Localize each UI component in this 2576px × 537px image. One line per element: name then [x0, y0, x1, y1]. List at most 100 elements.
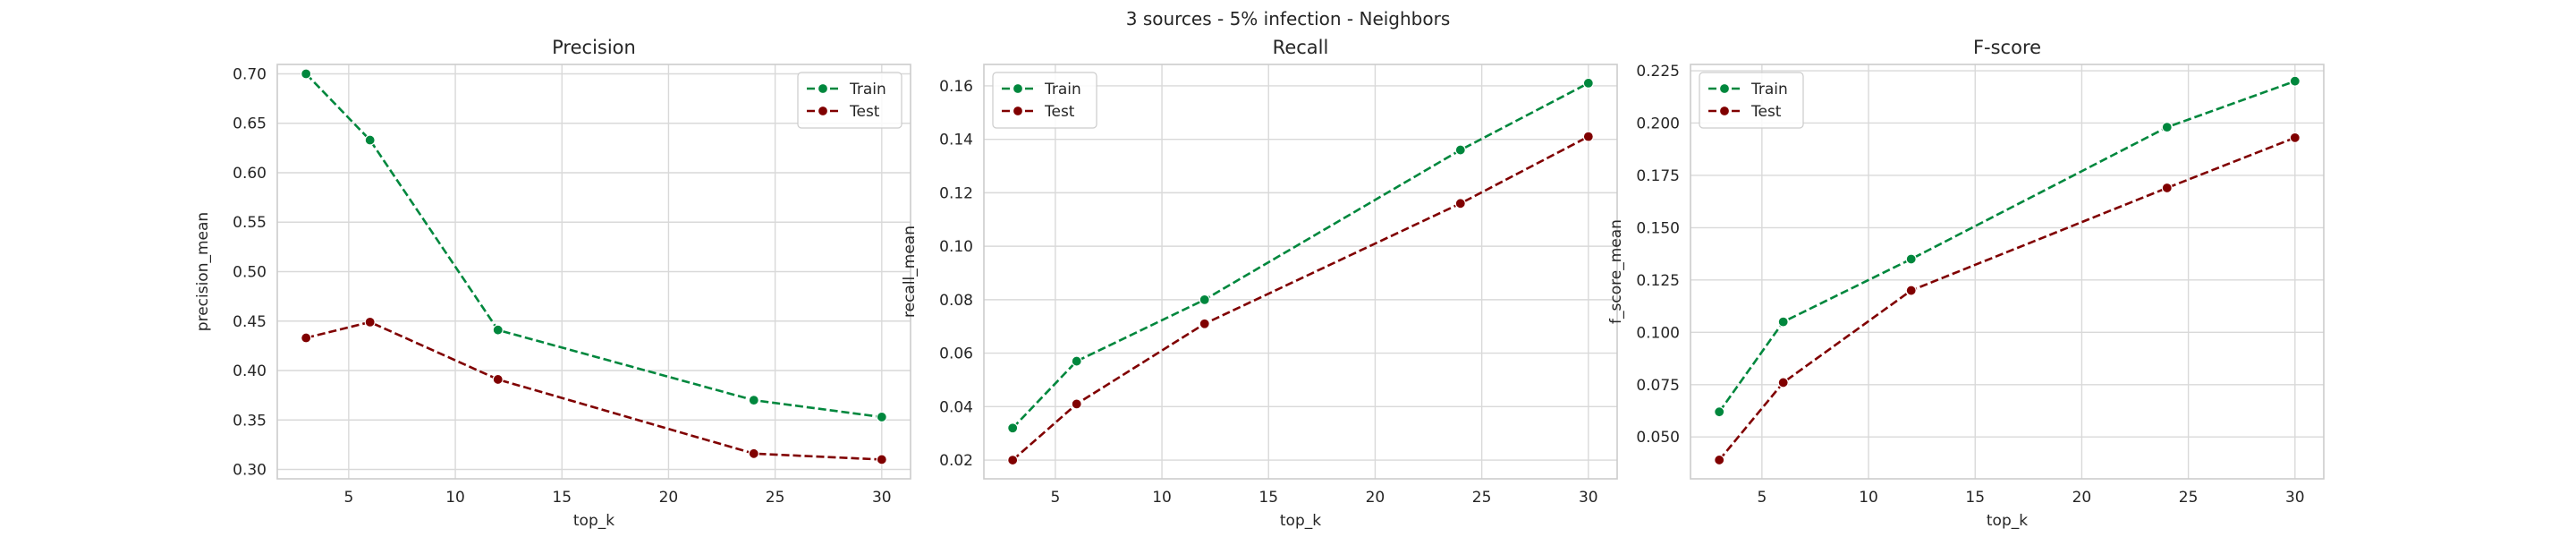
y-tick-label: 0.175	[1636, 167, 1680, 185]
data-point-test	[1582, 131, 1594, 142]
legend-label-test: Test	[1750, 103, 1782, 121]
recall-panel: 5 10 15 20 25 30 0.02 0.04 0.06 0.08 0.10 0.12 0.14 0…	[901, 37, 1618, 530]
series-test	[1714, 132, 2301, 466]
y-tick-label: 0.30	[233, 462, 267, 480]
y-tick-label: 0.050	[1636, 429, 1680, 447]
data-point-test	[748, 448, 759, 459]
data-point-test	[2161, 182, 2173, 194]
data-point-test	[1714, 454, 1725, 466]
y-tick-label: 0.100	[1636, 324, 1680, 342]
data-point-train	[2161, 122, 2173, 133]
data-point-test	[1454, 198, 1466, 209]
legend: Train Test	[1699, 72, 1804, 129]
y-tick-label: 0.65	[233, 115, 267, 133]
x-tick-label: 10	[1859, 489, 1878, 507]
y-tick-label: 0.10	[939, 238, 973, 256]
x-tick-label: 5	[1757, 489, 1767, 507]
y-tick-label: 0.225	[1636, 63, 1680, 81]
data-point-test	[492, 373, 504, 386]
data-point-train	[1777, 316, 1789, 328]
precision-panel: 5 10 15 20 25 30 0.30 0.35 0.40 0.45 0.50 0.55 0.60 0…	[194, 37, 911, 530]
data-point-test	[1199, 318, 1210, 329]
y-axis-label: f_score_mean	[1607, 219, 1625, 324]
axes-frame	[276, 64, 911, 480]
f-score-panel: 5 10 15 20 25 30 0.050 0.075 0.100 0.125 0.150 0.17…	[1607, 37, 2325, 530]
y-tick-label: 0.35	[233, 412, 267, 430]
data-point-test	[876, 454, 887, 465]
data-point-train	[492, 324, 504, 336]
y-tick-label: 0.06	[939, 345, 973, 363]
y-tick-label: 0.200	[1636, 115, 1680, 132]
data-point-train	[1007, 422, 1019, 434]
axes-title: Recall	[1273, 37, 1329, 58]
axes-frame	[983, 64, 1618, 480]
data-point-test	[301, 332, 312, 344]
x-axis-label: top_k	[1987, 512, 2028, 530]
data-point-test	[2289, 132, 2301, 143]
series-line-test	[305, 320, 882, 461]
data-point-train	[1199, 294, 1210, 305]
y-tick-label: 0.14	[939, 132, 973, 149]
series-train	[301, 68, 887, 423]
x-tick-label: 30	[2285, 489, 2305, 507]
legend-label-test: Test	[1044, 103, 1075, 121]
y-tick-label: 0.45	[233, 313, 267, 331]
y-tick-label: 0.50	[233, 264, 267, 282]
series-test	[301, 316, 887, 465]
y-tick-label: 0.12	[939, 184, 973, 202]
data-point-test	[364, 316, 376, 328]
legend-marker-train	[1012, 82, 1024, 95]
y-tick-label: 0.16	[939, 78, 973, 96]
x-tick-label: 15	[1258, 489, 1278, 507]
legend-label-train: Train	[1750, 81, 1788, 98]
y-tick-label: 0.075	[1636, 377, 1680, 395]
data-point-train	[748, 395, 759, 406]
legend: Train Test	[797, 72, 902, 129]
x-tick-label: 15	[552, 489, 572, 507]
series-train	[1007, 77, 1594, 434]
data-point-train	[364, 134, 376, 146]
y-tick-label: 0.04	[939, 398, 973, 416]
plot-area	[1690, 64, 2324, 479]
y-axis-label: precision_mean	[194, 212, 212, 331]
x-tick-label: 25	[1472, 489, 1492, 507]
x-tick-label: 5	[1050, 489, 1060, 507]
x-tick-label: 25	[766, 489, 785, 507]
data-point-test	[1007, 454, 1019, 466]
gridlines	[1690, 64, 2324, 479]
x-axis-label: top_k	[1280, 512, 1321, 530]
data-point-test	[1777, 377, 1789, 388]
series-test	[1007, 131, 1594, 466]
axes-title: Precision	[552, 37, 636, 58]
data-point-test	[1071, 398, 1082, 410]
gridlines	[984, 64, 1617, 479]
data-point-train	[1071, 355, 1082, 367]
x-tick-label: 20	[2072, 489, 2092, 507]
data-point-train	[2289, 75, 2301, 87]
x-tick-label: 20	[1366, 489, 1385, 507]
legend-label-test: Test	[849, 103, 880, 121]
y-tick-label: 0.08	[939, 292, 973, 310]
legend-marker-train	[817, 82, 829, 95]
y-tick-label: 0.70	[233, 65, 267, 83]
data-point-train	[1905, 253, 1917, 265]
x-tick-label: 30	[872, 489, 892, 507]
axes-frame	[1690, 64, 2325, 480]
gridlines	[277, 64, 911, 479]
data-point-train	[1454, 144, 1466, 156]
y-axis-label: recall_mean	[901, 226, 919, 318]
data-point-train	[1582, 77, 1594, 90]
legend-label-train: Train	[1044, 81, 1081, 98]
legend-marker-test	[1012, 105, 1024, 117]
y-tick-label: 0.02	[939, 452, 973, 470]
y-tick-label: 0.150	[1636, 219, 1680, 237]
legend-label-train: Train	[849, 81, 886, 98]
y-tick-label: 0.60	[233, 165, 267, 183]
legend-marker-test	[817, 105, 829, 117]
x-tick-label: 10	[445, 489, 465, 507]
legend-marker-test	[1718, 105, 1731, 117]
data-point-train	[1714, 406, 1725, 418]
x-tick-label: 10	[1152, 489, 1172, 507]
y-tick-label: 0.40	[233, 362, 267, 380]
